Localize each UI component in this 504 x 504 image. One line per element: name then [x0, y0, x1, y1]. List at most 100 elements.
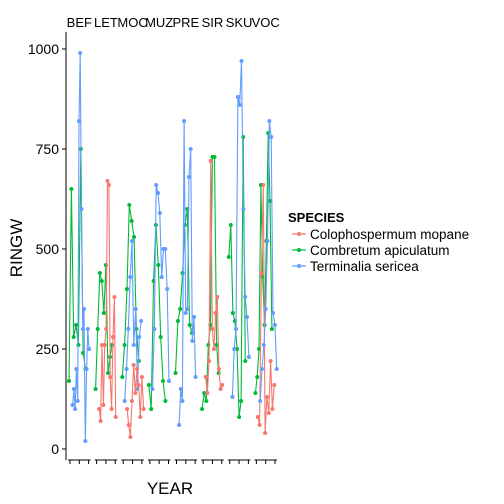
data-point [126, 423, 131, 427]
data-point [129, 219, 134, 223]
data-point [154, 183, 159, 187]
data-point [255, 415, 260, 419]
series-line [231, 60, 250, 398]
data-point [190, 339, 195, 343]
data-point [106, 183, 111, 187]
facet-panel-bef: BEF [67, 15, 92, 443]
data-point [167, 379, 171, 383]
data-point [139, 319, 144, 323]
facet-panel-moc: MOC [117, 15, 148, 439]
data-point [79, 207, 84, 211]
data-point [213, 311, 218, 315]
data-point [69, 187, 74, 191]
data-point [218, 387, 223, 391]
data-point [253, 391, 258, 395]
y-tick-label: 250 [36, 341, 60, 357]
data-point [122, 399, 127, 403]
data-point [101, 403, 106, 407]
data-point [177, 423, 182, 427]
data-point [135, 367, 139, 371]
data-point [239, 399, 244, 403]
y-tick-label: 0 [51, 441, 59, 457]
data-point [106, 371, 110, 375]
data-point [271, 311, 275, 315]
data-point [226, 255, 231, 259]
data-point [258, 399, 263, 403]
series-line [257, 184, 275, 434]
data-point [161, 379, 165, 383]
data-point [102, 343, 107, 347]
data-point [99, 279, 104, 283]
data-point [259, 271, 264, 275]
data-point [130, 239, 134, 243]
data-point [243, 359, 248, 363]
data-point [205, 391, 210, 395]
series-line [259, 120, 278, 402]
data-point [132, 235, 136, 239]
data-point [239, 59, 244, 63]
data-point [125, 287, 129, 291]
data-point [122, 343, 127, 347]
data-point [137, 335, 142, 339]
data-point [246, 355, 251, 359]
data-point [220, 383, 225, 387]
data-point [82, 307, 86, 311]
data-point [110, 343, 115, 347]
data-point [157, 211, 162, 215]
data-point [228, 223, 233, 227]
data-point [182, 119, 187, 123]
data-point [261, 183, 266, 187]
legend-key-point [297, 248, 301, 252]
data-point [158, 335, 163, 339]
data-point [105, 179, 110, 183]
facet-strip-label: LET [94, 15, 118, 30]
series-line [151, 184, 170, 390]
data-point [131, 343, 136, 347]
facet-panel-sku: SKU [226, 15, 252, 419]
data-point [214, 343, 219, 347]
facet-strip-label: VOC [252, 15, 280, 30]
data-point [204, 399, 209, 403]
data-point [74, 367, 79, 371]
data-point [165, 287, 170, 291]
data-point [180, 271, 185, 275]
data-point [183, 311, 188, 315]
y-tick-label: 500 [36, 241, 60, 257]
data-point [133, 391, 138, 395]
data-point [139, 375, 144, 379]
data-point [267, 119, 272, 123]
data-point [84, 367, 89, 371]
data-point [193, 375, 198, 379]
data-point [80, 327, 85, 331]
facet-strip-label: BEF [67, 15, 92, 30]
data-point [149, 407, 154, 411]
data-point [230, 311, 235, 315]
data-point [109, 407, 114, 411]
data-point [104, 327, 109, 331]
data-point [215, 295, 220, 299]
data-point [101, 311, 106, 315]
data-point [274, 367, 279, 371]
data-point [241, 207, 246, 211]
data-point [188, 147, 193, 151]
facet-panel-sir: SIR [200, 15, 225, 411]
data-point [127, 203, 132, 207]
data-point [180, 399, 185, 403]
data-point [270, 407, 275, 411]
data-point [133, 307, 138, 311]
data-point [257, 423, 262, 427]
facet-panel-pre: PRE [172, 15, 200, 427]
data-point [128, 435, 133, 439]
legend-label: Colophospermum mopane [310, 227, 469, 242]
data-point [212, 155, 217, 159]
data-point [266, 411, 271, 415]
data-point [232, 347, 237, 351]
data-point [130, 399, 134, 403]
data-point [245, 315, 249, 319]
data-point [131, 363, 136, 367]
data-point [71, 387, 76, 391]
data-point [85, 327, 90, 331]
legend-key-point [297, 264, 301, 268]
facet-strip-label: MOC [117, 15, 147, 30]
